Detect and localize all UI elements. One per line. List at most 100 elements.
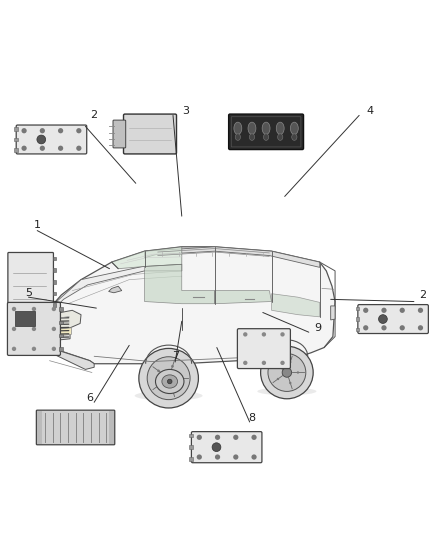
Circle shape <box>363 325 368 330</box>
Circle shape <box>163 373 174 384</box>
FancyBboxPatch shape <box>237 329 290 368</box>
Circle shape <box>381 308 387 313</box>
Text: 2: 2 <box>419 290 426 300</box>
Bar <box>53 257 56 260</box>
Ellipse shape <box>234 122 242 134</box>
Circle shape <box>157 384 160 387</box>
Ellipse shape <box>248 122 256 134</box>
Bar <box>189 457 193 461</box>
FancyBboxPatch shape <box>229 114 304 150</box>
Text: 7: 7 <box>172 351 179 361</box>
Circle shape <box>32 327 36 331</box>
Circle shape <box>197 455 202 459</box>
FancyBboxPatch shape <box>358 304 428 334</box>
Circle shape <box>76 128 81 133</box>
Circle shape <box>58 146 63 151</box>
Circle shape <box>277 365 279 367</box>
Ellipse shape <box>290 122 298 134</box>
Circle shape <box>282 368 292 377</box>
FancyBboxPatch shape <box>8 253 53 311</box>
Circle shape <box>21 128 27 133</box>
Bar <box>53 292 56 295</box>
Bar <box>53 280 56 284</box>
Bar <box>37 411 42 444</box>
Circle shape <box>32 346 36 351</box>
Polygon shape <box>49 314 70 341</box>
Bar <box>59 307 63 311</box>
Text: 2: 2 <box>91 110 98 120</box>
Ellipse shape <box>162 375 177 388</box>
Circle shape <box>212 443 221 451</box>
Ellipse shape <box>249 134 254 140</box>
Circle shape <box>261 346 313 399</box>
Circle shape <box>52 327 56 331</box>
FancyBboxPatch shape <box>36 410 115 445</box>
FancyBboxPatch shape <box>191 432 262 463</box>
Circle shape <box>399 308 405 313</box>
Ellipse shape <box>278 134 283 140</box>
Bar <box>14 138 18 141</box>
Ellipse shape <box>135 391 202 400</box>
Circle shape <box>418 325 423 330</box>
Polygon shape <box>109 286 122 293</box>
Polygon shape <box>49 310 81 329</box>
FancyBboxPatch shape <box>7 302 60 356</box>
Bar <box>356 317 359 321</box>
Circle shape <box>280 361 285 365</box>
Circle shape <box>21 146 27 151</box>
Polygon shape <box>112 247 182 269</box>
Bar <box>53 303 56 307</box>
Circle shape <box>363 308 368 313</box>
Polygon shape <box>331 306 335 320</box>
Circle shape <box>171 389 174 391</box>
Circle shape <box>76 146 81 151</box>
Bar <box>15 311 35 326</box>
Text: 6: 6 <box>86 393 93 403</box>
Polygon shape <box>49 328 71 336</box>
Ellipse shape <box>155 369 184 393</box>
Circle shape <box>243 332 247 336</box>
Bar <box>356 328 359 332</box>
Circle shape <box>12 307 16 311</box>
Bar <box>109 411 114 444</box>
Circle shape <box>180 377 183 379</box>
FancyBboxPatch shape <box>113 120 126 148</box>
Circle shape <box>243 361 247 365</box>
Circle shape <box>147 357 190 400</box>
Circle shape <box>268 353 306 391</box>
Circle shape <box>52 346 56 351</box>
Circle shape <box>233 455 238 459</box>
Ellipse shape <box>264 134 269 140</box>
Circle shape <box>262 361 266 365</box>
Circle shape <box>37 135 46 144</box>
Ellipse shape <box>276 122 284 134</box>
Text: 3: 3 <box>183 106 190 116</box>
Bar <box>59 320 63 324</box>
Circle shape <box>280 332 285 336</box>
Circle shape <box>139 349 198 408</box>
Circle shape <box>289 361 291 363</box>
Circle shape <box>12 346 16 351</box>
Polygon shape <box>145 247 320 268</box>
Ellipse shape <box>292 134 297 140</box>
Polygon shape <box>215 290 272 304</box>
Circle shape <box>381 325 387 330</box>
Ellipse shape <box>235 134 240 140</box>
Circle shape <box>157 369 160 372</box>
Bar <box>59 347 63 351</box>
Text: 5: 5 <box>25 288 32 298</box>
Text: 1: 1 <box>34 220 41 230</box>
Circle shape <box>418 308 423 313</box>
Ellipse shape <box>257 387 316 395</box>
Text: 9: 9 <box>314 323 321 333</box>
Bar <box>189 446 193 449</box>
Circle shape <box>251 435 257 440</box>
Circle shape <box>215 455 220 459</box>
Bar <box>59 334 63 337</box>
Circle shape <box>289 382 291 384</box>
Circle shape <box>40 146 45 151</box>
Bar <box>356 307 359 310</box>
Circle shape <box>262 332 266 336</box>
Circle shape <box>58 128 63 133</box>
Circle shape <box>233 435 238 440</box>
